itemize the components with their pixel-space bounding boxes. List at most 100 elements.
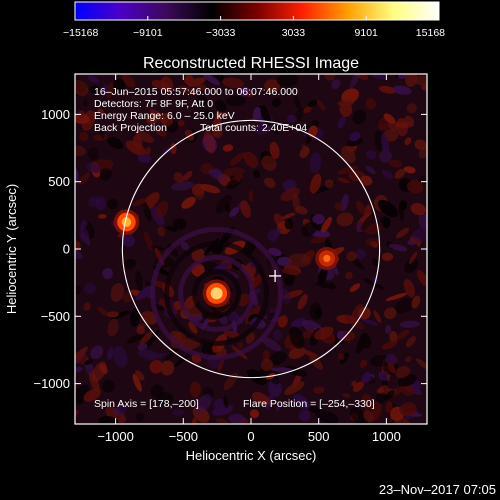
ripple-blob [381,169,393,179]
ripple-ring [150,226,284,360]
ripple-blob [284,218,294,230]
ripple-blob [315,410,339,424]
ripple-blob [384,389,395,401]
ripple-blob [272,126,280,135]
ripple-blob [373,310,382,324]
ripple-blob [78,131,89,142]
ripple-blob [99,127,105,139]
ripple-blob [75,409,79,416]
ripple-blob [214,130,223,139]
ripple-blob [75,145,87,157]
source-core [323,254,331,263]
ripple-blob [377,199,398,218]
ripple-blob [116,402,127,415]
ripple-blob [361,393,373,411]
ripple-blob [226,179,239,190]
annotation-method: Back Projection [94,122,167,134]
ripple-blob [406,103,417,114]
ripple-blob [385,401,393,413]
y-axis-ticks: −1000 −500 0 500 1000 [33,107,427,391]
ripple-blob [139,331,153,345]
colorbar-tick-label: −3033 [206,27,236,39]
ripple-blob [264,177,276,189]
ripple-blob [267,312,277,321]
ripple-blob [349,131,361,142]
ripple-blob [381,133,390,156]
ripple-blob [337,165,359,175]
ripple-blob [243,151,259,168]
x-tick-label: −1000 [97,429,134,444]
ripple-blob [194,189,205,200]
ripple-blob [144,352,168,361]
ripple-blob [83,98,88,107]
ripple-blob [403,166,416,174]
x-tick-label: −500 [169,429,198,444]
ripple-blob [105,406,127,424]
ripple-blob [331,79,341,90]
annotation-total-counts: Total counts: 2.40E+04 [200,122,307,134]
ripple-blob [292,394,310,410]
ripple-blob [102,267,113,280]
ripple-blob [107,318,119,337]
ripple-blob [173,218,187,230]
ripple-blob [239,86,251,97]
ripple-blob [301,221,318,237]
ripple-blob [293,95,301,109]
ripple-blob [260,358,274,371]
ripple-blob [355,248,366,260]
ripple-blob [270,367,294,373]
source-core [121,217,132,227]
ripple-blob [253,106,262,121]
ripple-blob [202,74,221,86]
ripple-blob [403,279,415,298]
ripple-blob [84,283,96,295]
ripple-blob [122,233,135,247]
ripple-blob [113,78,126,92]
ripple-blob [95,196,106,211]
ripple-blob [208,169,226,181]
ripple-blob [222,77,245,89]
ripple-blob [160,147,172,156]
ripple-blob [155,200,169,218]
ripple-blob [180,241,190,251]
ripple-blob [351,380,357,387]
ripple-blob [253,123,271,135]
ripple-blob [132,134,143,150]
ripple-blob [336,212,354,227]
ripple-blob [87,75,100,83]
ripple-blob [178,85,197,95]
ripple-blob [346,251,357,262]
ripple-blob [225,203,231,213]
ripple-blob [113,345,128,368]
ripple-blob [83,302,91,311]
ripple-blob [135,130,155,143]
ripple-blob [132,198,147,207]
ripple-blob [291,318,306,328]
ripple-blob [313,386,325,394]
ripple-blob [237,342,244,349]
ripple-blob [181,196,196,209]
ripple-blob [101,379,115,393]
ripple-blob [324,179,334,189]
ripple-blob [78,227,90,243]
ripple-blob [337,353,345,360]
ripple-blob [248,190,254,202]
ripple-blob [135,285,154,301]
ripple-blob [356,332,367,354]
ripple-blob [309,173,322,194]
ripple-blob [349,407,369,424]
ripple-blob [388,159,403,168]
ripple-blob [365,98,376,110]
ripple-blob [395,365,411,379]
ripple-blob [137,349,158,359]
colorbar [74,1,440,21]
ripple-blob [249,409,260,419]
ripple-blob [318,267,328,285]
ripple-blob [299,146,310,159]
ripple-blob [97,108,104,115]
ripple-blob [404,74,418,87]
ripple-blob [99,168,112,182]
ripple-blob [271,227,281,243]
ripple-blob [309,354,324,370]
ripple-blob [385,324,392,335]
